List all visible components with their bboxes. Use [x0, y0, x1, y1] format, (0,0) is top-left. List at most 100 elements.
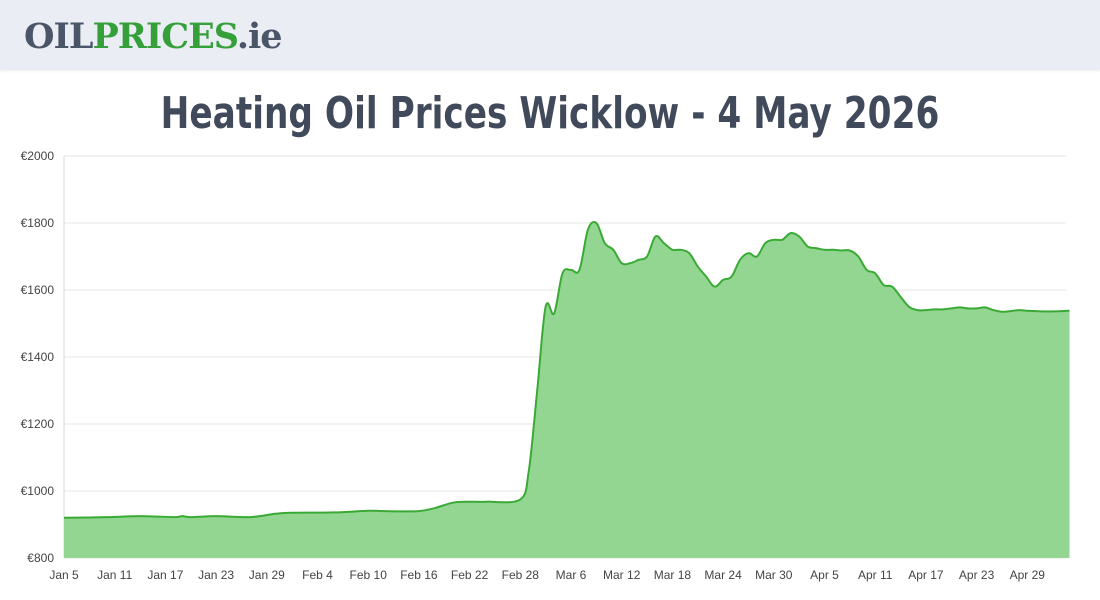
data-point — [669, 247, 675, 253]
data-point — [517, 496, 523, 502]
data-point — [872, 270, 878, 276]
data-point — [686, 250, 692, 256]
y-tick-label: €2000 — [21, 149, 55, 163]
data-point — [991, 307, 997, 313]
data-point — [855, 254, 861, 260]
x-tick-label: Jan 11 — [97, 568, 132, 582]
x-tick-label: Mar 12 — [603, 568, 641, 582]
data-point — [585, 227, 591, 233]
y-tick-label: €1200 — [21, 417, 55, 431]
data-point — [931, 306, 937, 312]
data-point — [416, 508, 422, 514]
data-point — [433, 505, 439, 511]
data-point — [137, 513, 143, 519]
data-point — [729, 274, 735, 280]
x-axis-labels: Jan 5 Jan 11 Jan 17 Jan 23 Jan 29 Feb 4 Feb 10… — [49, 568, 1045, 582]
data-point — [762, 240, 768, 246]
data-point — [678, 247, 684, 253]
data-point — [745, 250, 751, 256]
data-point — [923, 307, 929, 313]
x-tick-label: Jan 23 — [198, 568, 234, 582]
data-point — [957, 304, 963, 310]
x-tick-label: Jan 17 — [147, 568, 183, 582]
x-tick-label: Jan 29 — [249, 568, 285, 582]
data-point — [661, 240, 667, 246]
data-point — [543, 304, 549, 310]
data-point — [779, 237, 785, 243]
x-tick-label: Mar 24 — [704, 568, 742, 582]
data-point — [1041, 308, 1047, 314]
data-point — [788, 230, 794, 236]
site-logo[interactable]: OILPRICES.ie — [24, 14, 283, 60]
y-tick-label: €1000 — [21, 484, 55, 498]
data-point — [179, 513, 185, 519]
data-point — [720, 277, 726, 283]
data-point — [450, 500, 456, 506]
data-point — [974, 305, 980, 311]
y-tick-label: €1600 — [21, 283, 55, 297]
data-point — [948, 305, 954, 311]
data-point — [272, 511, 278, 517]
data-point — [796, 233, 802, 239]
x-tick-label: Apr 5 — [810, 568, 839, 582]
data-point — [1024, 308, 1030, 314]
data-point — [593, 220, 599, 226]
data-point — [847, 248, 853, 254]
x-tick-label: Apr 29 — [1010, 568, 1046, 582]
data-point — [1033, 308, 1039, 314]
data-point — [247, 514, 253, 520]
data-point — [365, 508, 371, 514]
data-point — [914, 307, 920, 313]
data-point — [1067, 308, 1073, 314]
data-point — [653, 233, 659, 239]
data-point — [712, 284, 718, 290]
data-point — [999, 309, 1005, 315]
y-axis-labels: €800 €1000 €1200 €1400 €1600 €1800 €2000 — [21, 149, 55, 565]
top-navbar: OILPRICES.ie — [0, 0, 1100, 70]
data-point — [889, 284, 895, 290]
data-point — [898, 294, 904, 300]
data-point — [982, 304, 988, 310]
x-tick-label: Mar 30 — [755, 568, 793, 582]
x-tick-label: Feb 4 — [302, 568, 333, 582]
data-point — [644, 254, 650, 260]
y-tick-label: €1800 — [21, 216, 55, 230]
data-point — [940, 306, 946, 312]
data-point — [526, 468, 532, 474]
data-point — [838, 248, 844, 254]
data-point — [965, 305, 971, 311]
data-point — [289, 510, 295, 516]
logo-part-domain: .ie — [236, 16, 283, 57]
data-point — [551, 311, 557, 317]
data-point — [830, 247, 836, 253]
price-area-fill — [64, 222, 1070, 558]
data-point — [331, 509, 337, 515]
data-point — [805, 243, 811, 249]
data-point — [822, 247, 828, 253]
data-point — [484, 499, 490, 505]
x-tick-label: Feb 10 — [350, 568, 388, 582]
data-point — [813, 245, 819, 251]
page-title: Heating Oil Prices Wicklow - 4 May 2026 — [160, 88, 940, 139]
data-point — [188, 514, 194, 520]
data-point — [171, 514, 177, 520]
data-point — [636, 257, 642, 263]
data-point — [467, 499, 473, 505]
data-point — [1050, 308, 1056, 314]
x-tick-label: Apr 17 — [908, 568, 944, 582]
data-point — [771, 237, 777, 243]
data-point — [737, 257, 743, 263]
logo-part-oil: OIL — [24, 16, 93, 57]
x-tick-label: Apr 23 — [959, 568, 995, 582]
data-point — [881, 282, 887, 288]
logo-part-prices: PRICES — [92, 16, 237, 57]
x-tick-label: Jan 5 — [49, 568, 79, 582]
x-tick-label: Mar 18 — [654, 568, 692, 582]
data-point — [602, 240, 608, 246]
data-point — [864, 267, 870, 273]
y-tick-label: €800 — [27, 551, 54, 565]
data-point — [560, 270, 566, 276]
data-point — [534, 388, 540, 394]
data-point — [754, 254, 760, 260]
